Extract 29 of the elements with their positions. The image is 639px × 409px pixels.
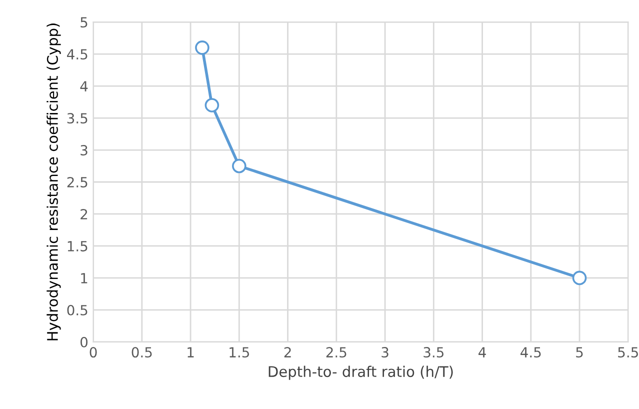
x-axis-title: Depth-to- draft ratio (h/T) xyxy=(268,366,453,380)
x-tick-label: 5.5 xyxy=(618,347,638,358)
y-tick-label: 4 xyxy=(80,81,88,92)
x-tick-label: 1.5 xyxy=(230,347,249,358)
y-tick-label: 3 xyxy=(80,144,88,156)
point xyxy=(195,40,210,55)
x-tick-label: 4 xyxy=(478,347,486,358)
y-tick-label: 1.5 xyxy=(68,241,88,252)
x-tick-label: 4.5 xyxy=(520,347,541,358)
point xyxy=(232,158,246,174)
y-tick-label: 5 xyxy=(80,17,88,28)
x-tick-label: 3 xyxy=(382,347,388,358)
x-tick-label: 1 xyxy=(188,347,194,358)
x-tick-label: 0 xyxy=(90,347,97,358)
x-tick-label: 0.5 xyxy=(132,347,152,358)
y-axis-title: Hydrodynamic resistance coefficient (Cypp) xyxy=(46,24,61,340)
y-tick-label: 3.5 xyxy=(67,113,88,124)
y-tick-label: 2.5 xyxy=(67,176,88,188)
y-tick-label: 0 xyxy=(80,336,88,348)
x-tick-label: 2.5 xyxy=(326,347,346,358)
point xyxy=(204,98,220,112)
x-tick-label: 5 xyxy=(576,347,583,358)
y-tick-label: 1 xyxy=(81,273,88,284)
point xyxy=(572,270,587,286)
y-tick-label: 4.5 xyxy=(67,49,88,60)
y-tick-label: 2 xyxy=(80,208,88,220)
x-tick-label: 3.5 xyxy=(424,347,444,358)
y-tick-label: 0.5 xyxy=(67,304,88,316)
x-tick-label: 2 xyxy=(284,347,291,358)
